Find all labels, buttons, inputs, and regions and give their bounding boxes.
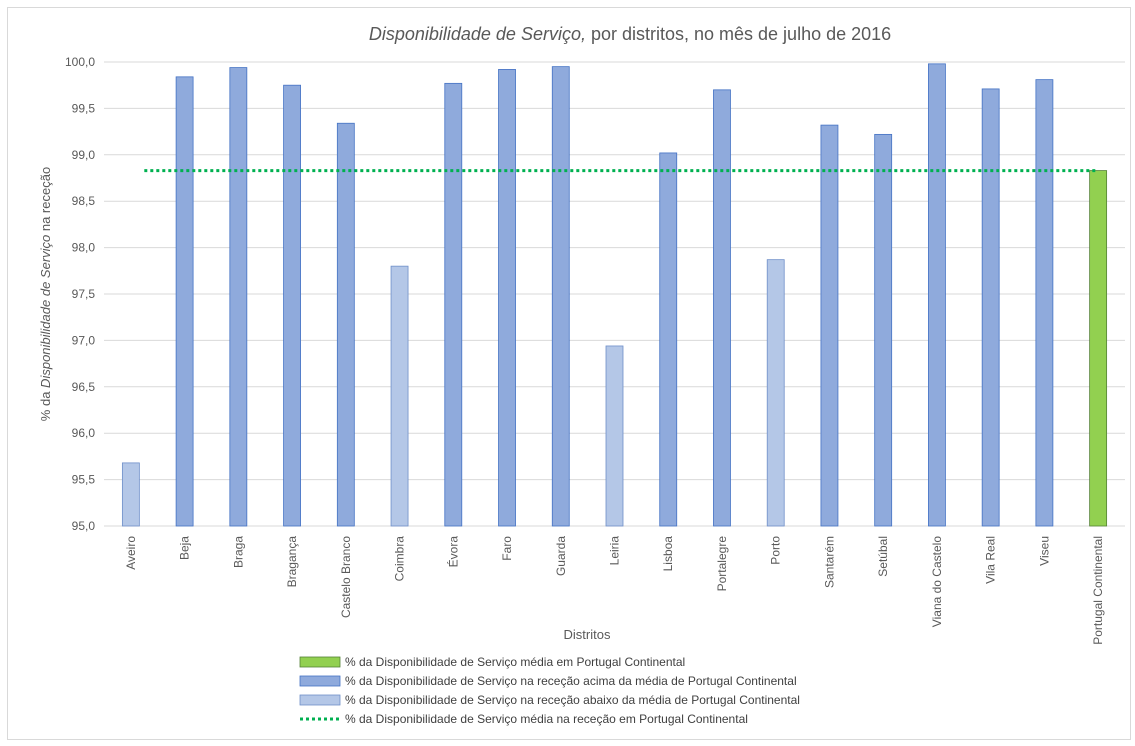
x-tick-label: Santarém	[822, 536, 836, 588]
x-tick-label: Viseu	[1037, 536, 1051, 566]
bar-leiria	[605, 345, 624, 527]
x-axis-title: Distritos	[564, 627, 611, 642]
y-tick-label: 98,0	[72, 241, 96, 255]
x-tick-label: Portalegre	[715, 536, 729, 592]
y-tick-label: 96,5	[72, 380, 96, 394]
bar-beja	[175, 76, 194, 527]
bar-lisboa	[659, 152, 678, 527]
bar-braga	[229, 67, 248, 527]
x-tick-label: Leiria	[608, 536, 622, 566]
y-tick-label: 97,5	[72, 287, 96, 301]
bar-faro	[498, 69, 516, 527]
bar-porto	[766, 259, 785, 527]
legend-swatch-average	[299, 656, 341, 668]
y-axis-title-prefix: % da	[38, 388, 53, 421]
y-tick-label: 99,5	[72, 101, 96, 115]
y-tick-label: 100,0	[65, 55, 95, 69]
gridlines	[104, 61, 1125, 527]
legend: % da Disponibilidade de Serviço média em…	[299, 655, 800, 726]
bar-coimbra	[390, 265, 409, 527]
x-tick-label: Guarda	[554, 536, 568, 576]
x-tick-label: Évora	[445, 536, 460, 568]
x-tick-label: Faro	[500, 536, 514, 561]
bar-vila-real	[981, 88, 1000, 527]
y-tick-label: 97,0	[72, 333, 96, 347]
x-tick-label: Porto	[769, 536, 783, 565]
bars	[121, 63, 1108, 527]
x-tick-label: Braga	[231, 536, 245, 568]
x-axis-labels: Aveiro Beja Braga Bragança Castelo Branco Coi…	[124, 536, 1105, 645]
bar-aveiro	[121, 462, 140, 527]
legend-swatch-below	[299, 694, 341, 706]
y-tick-label: 99,0	[72, 148, 96, 162]
x-tick-label: Bragança	[285, 536, 299, 588]
x-tick-label: Viana do Castelo	[930, 536, 944, 628]
chart-title-rest: por distritos, no mês de julho de 2016	[586, 24, 891, 44]
bar-bragança	[283, 84, 301, 527]
y-tick-label: 95,5	[72, 473, 96, 487]
x-tick-label: Vila Real	[984, 536, 998, 584]
x-tick-label: Coimbra	[393, 536, 407, 582]
bar-viseu	[1035, 79, 1054, 527]
x-tick-label: Lisboa	[661, 536, 675, 572]
bar-évora	[444, 82, 463, 527]
legend-label: % da Disponibilidade de Serviço média na…	[345, 712, 748, 726]
x-tick-label: Beja	[178, 536, 192, 560]
bar-santarém	[820, 124, 839, 527]
bar-portalegre	[713, 89, 731, 527]
x-tick-label: Aveiro	[124, 536, 138, 570]
x-tick-label: Portugal Continental	[1091, 536, 1105, 645]
legend-swatch-above	[299, 675, 341, 687]
chart-title-italic: Disponibilidade de Serviço,	[369, 24, 586, 44]
y-axis-title: % da Disponibilidade de Serviço na receç…	[38, 167, 53, 421]
legend-label: % da Disponibilidade de Serviço na receç…	[345, 674, 797, 688]
y-tick-label: 96,0	[72, 426, 96, 440]
bar-guarda	[551, 66, 570, 527]
y-tick-label: 95,0	[72, 519, 96, 533]
y-axis-title-italic: Disponibilidade de Serviço	[38, 235, 53, 388]
bar-castelo-branco	[336, 122, 355, 527]
legend-label: % da Disponibilidade de Serviço na receç…	[345, 693, 800, 707]
y-axis-title-suffix: na receção	[38, 167, 53, 235]
y-axis-ticks: 95,0 95,5 96,0 96,5 97,0 97,5 98,0 98,5 99,0 99,5…	[65, 55, 95, 533]
x-tick-label: Setúbal	[876, 536, 890, 577]
bar-setúbal	[874, 133, 893, 527]
y-tick-label: 98,5	[72, 194, 96, 208]
legend-label: % da Disponibilidade de Serviço média em…	[345, 655, 685, 669]
bar-portugal-continental	[1089, 170, 1108, 527]
chart-title: Disponibilidade de Serviço, por distrito…	[369, 24, 891, 44]
bar-viana-do-castelo	[928, 63, 946, 527]
x-tick-label: Castelo Branco	[339, 536, 353, 618]
